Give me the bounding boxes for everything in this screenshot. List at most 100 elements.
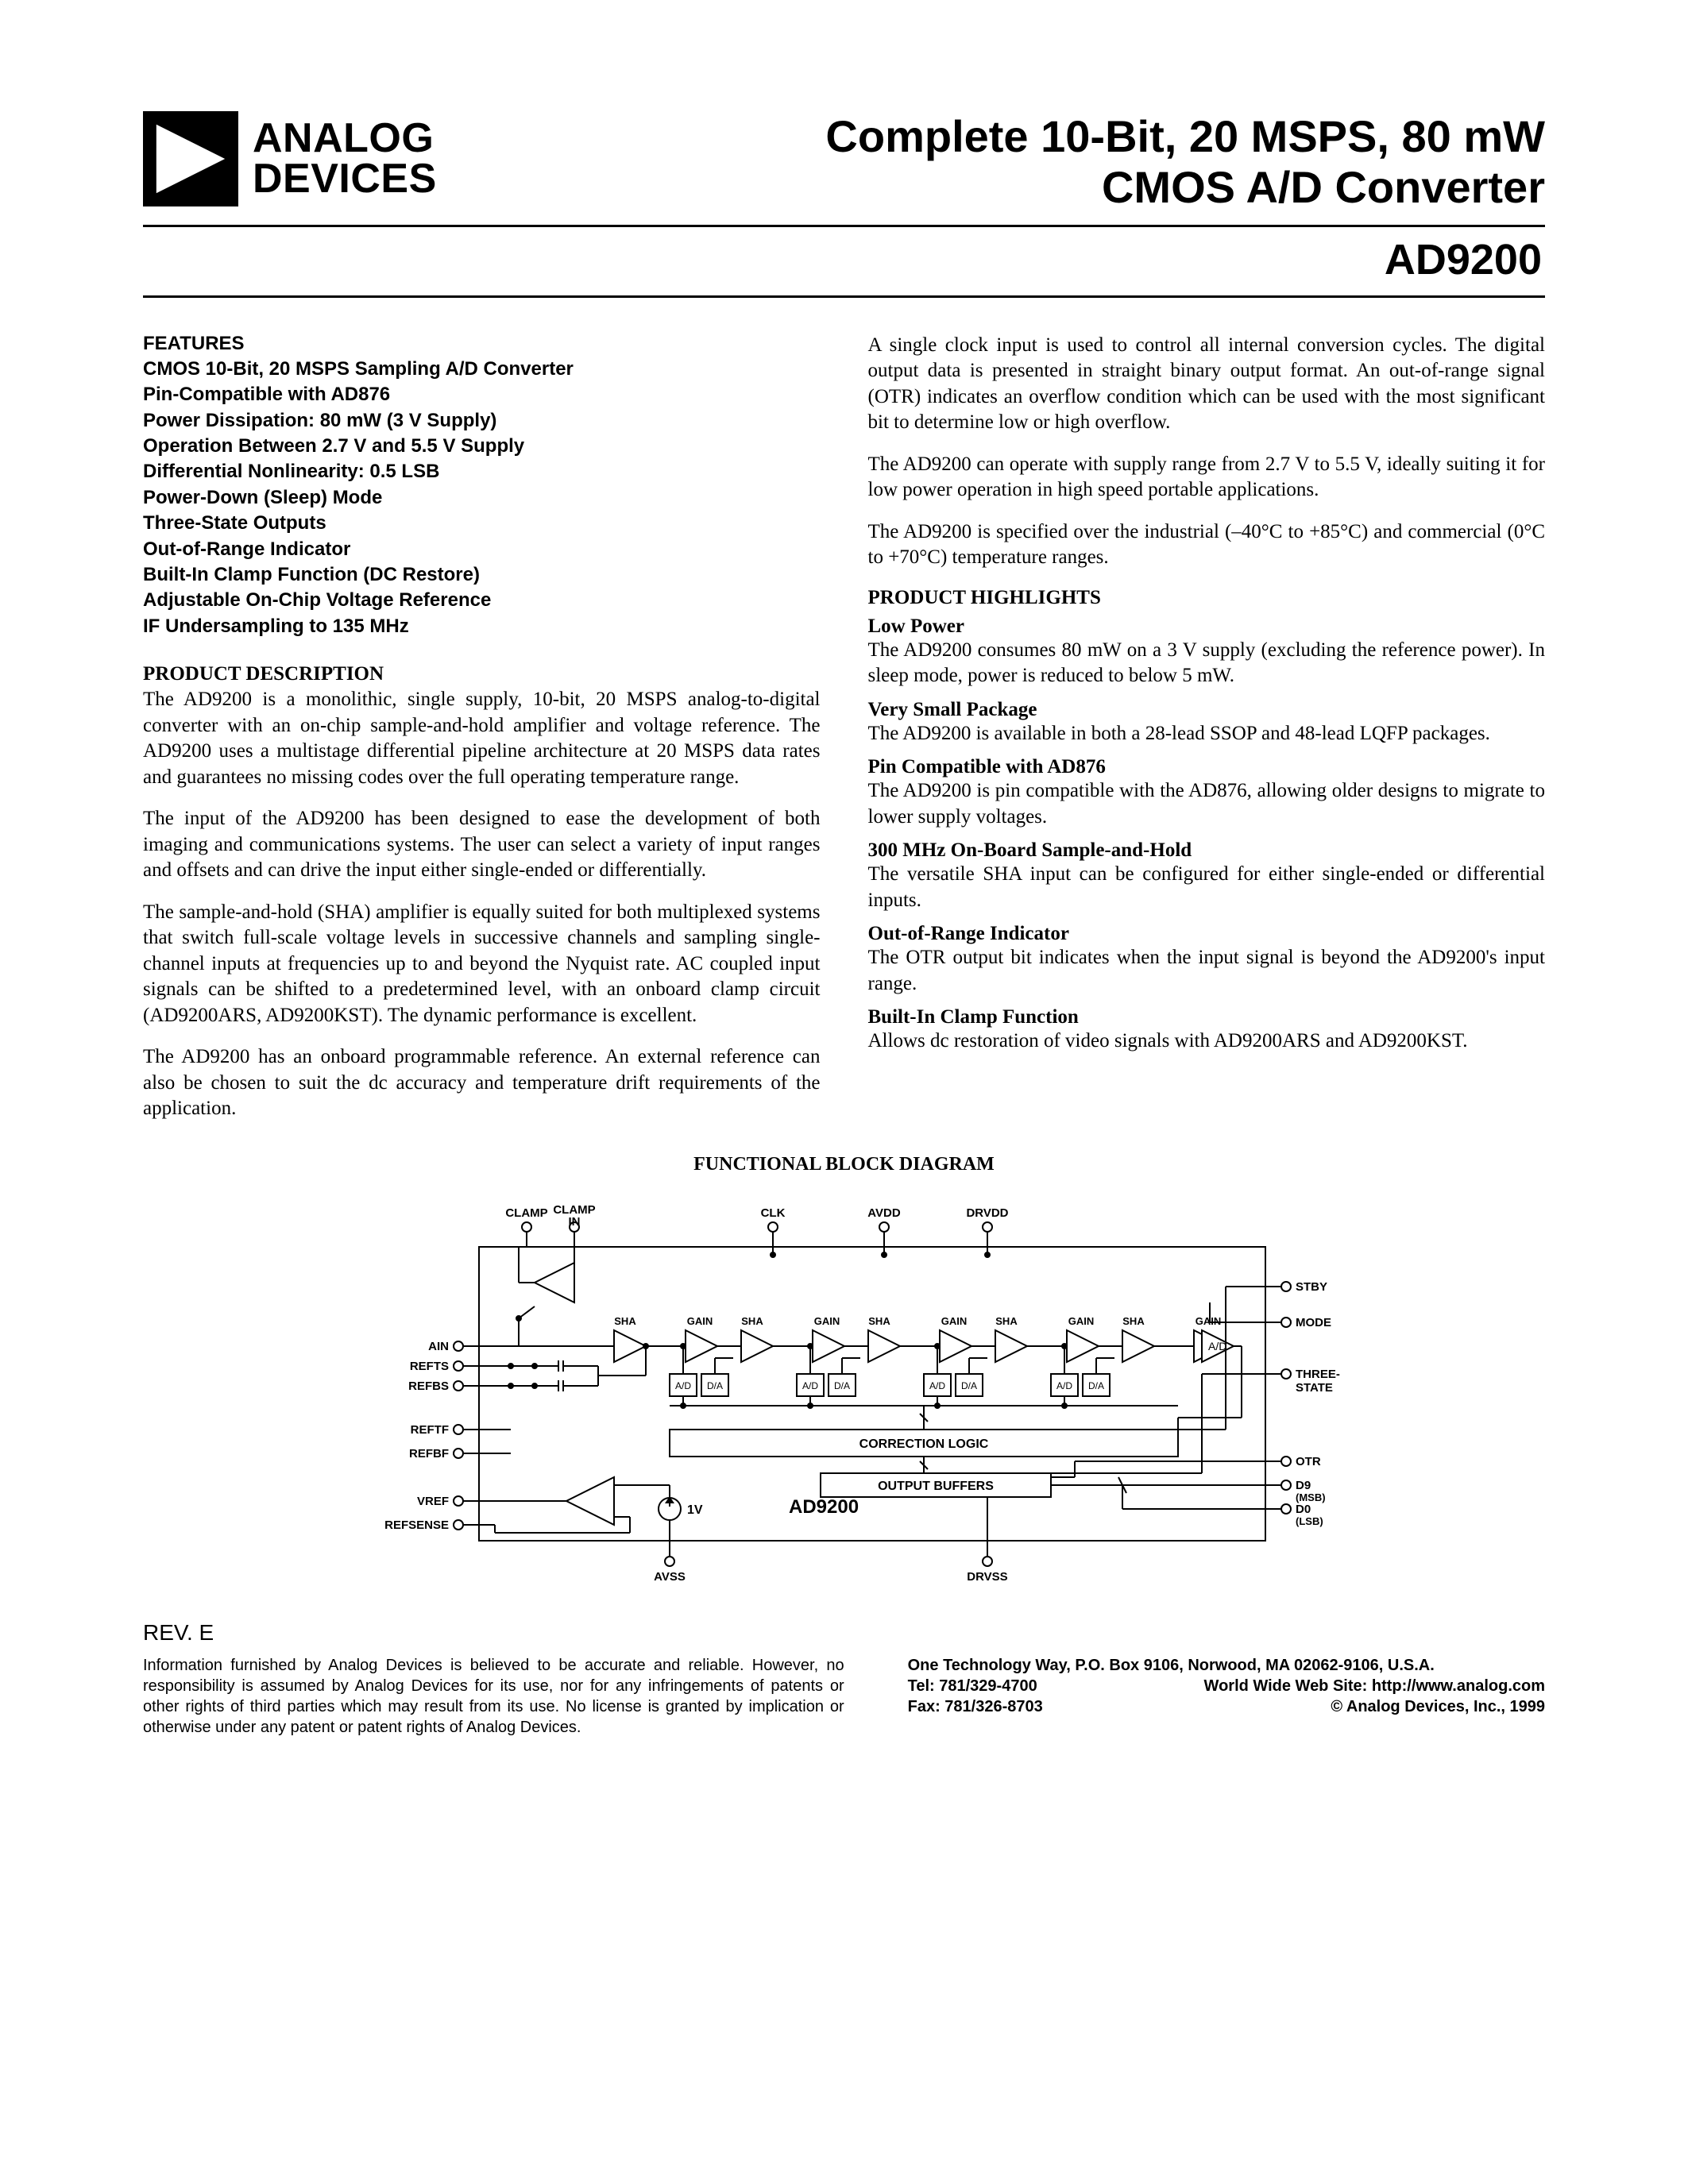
svg-text:CLAMP: CLAMP	[505, 1206, 547, 1220]
svg-text:IN: IN	[568, 1215, 580, 1229]
desc-p4: The AD9200 has an onboard programmable r…	[143, 1044, 821, 1122]
feature-item: Out-of-Range Indicator	[143, 537, 821, 562]
left-column: FEATURES CMOS 10-Bit, 20 MSPS Sampling A…	[143, 333, 821, 1138]
hl-body: The AD9200 is available in both a 28-lea…	[868, 721, 1546, 747]
logo-line2: DEVICES	[253, 159, 437, 199]
feature-item: Differential Nonlinearity: 0.5 LSB	[143, 459, 821, 484]
hl-sub: Built-In Clamp Function	[868, 1006, 1546, 1028]
features-list: CMOS 10-Bit, 20 MSPS Sampling A/D Conver…	[143, 357, 821, 639]
svg-text:GAIN: GAIN	[1068, 1315, 1094, 1327]
svg-text:REFBS: REFBS	[408, 1379, 449, 1393]
svg-text:D/A: D/A	[960, 1380, 976, 1391]
ad-label: A/D	[1208, 1340, 1226, 1352]
title-block: Complete 10-Bit, 20 MSPS, 80 mW CMOS A/D…	[825, 111, 1545, 214]
highlights-heading: PRODUCT HIGHLIGHTS	[868, 587, 1546, 609]
title-line1: Complete 10-Bit, 20 MSPS, 80 mW	[825, 111, 1545, 162]
svg-text:A/D: A/D	[929, 1380, 944, 1391]
svg-text:THREE-: THREE-	[1296, 1368, 1340, 1381]
svg-text:DRVSS: DRVSS	[967, 1570, 1007, 1584]
hl-sub: 300 MHz On-Board Sample-and-Hold	[868, 839, 1546, 862]
desc-p2: The input of the AD9200 has been designe…	[143, 806, 821, 884]
svg-text:DRVDD: DRVDD	[966, 1206, 1008, 1220]
svg-text:AVSS: AVSS	[654, 1570, 686, 1584]
svg-text:GAIN: GAIN	[813, 1315, 840, 1327]
addr: One Technology Way, P.O. Box 9106, Norwo…	[908, 1657, 1435, 1674]
desc-p1: The AD9200 is a monolithic, single suppl…	[143, 687, 821, 790]
footer: Information furnished by Analog Devices …	[143, 1655, 1545, 1738]
svg-text:SHA: SHA	[995, 1315, 1018, 1327]
web: World Wide Web Site: http://www.analog.c…	[1204, 1676, 1545, 1696]
outbuf-label: OUTPUT BUFFERS	[878, 1480, 994, 1493]
svg-text:D0: D0	[1296, 1503, 1311, 1516]
right-column: A single clock input is used to control …	[868, 333, 1546, 1138]
svg-text:D/A: D/A	[833, 1380, 849, 1391]
feature-item: Three-State Outputs	[143, 511, 821, 536]
svg-text:SHA: SHA	[1122, 1315, 1145, 1327]
hl-body: The OTR output bit indicates when the in…	[868, 945, 1546, 997]
svg-text:D/A: D/A	[706, 1380, 722, 1391]
svg-text:MODE: MODE	[1296, 1316, 1331, 1329]
svg-text:A/D: A/D	[802, 1380, 817, 1391]
logo-text: ANALOG DEVICES	[253, 118, 437, 199]
contact-block: One Technology Way, P.O. Box 9106, Norwo…	[908, 1655, 1545, 1738]
svg-text:GAIN: GAIN	[941, 1315, 967, 1327]
svg-text:OTR: OTR	[1296, 1455, 1321, 1468]
hl-sub: Pin Compatible with AD876	[868, 756, 1546, 778]
feature-item: Power Dissipation: 80 mW (3 V Supply)	[143, 408, 821, 434]
svg-text:D9: D9	[1296, 1479, 1311, 1492]
hl-sub: Very Small Package	[868, 699, 1546, 721]
svg-text:REFTF: REFTF	[410, 1423, 448, 1437]
svg-text:SHA: SHA	[741, 1315, 763, 1327]
body-columns: FEATURES CMOS 10-Bit, 20 MSPS Sampling A…	[143, 333, 1545, 1138]
svg-text:CLK: CLK	[760, 1206, 785, 1220]
svg-text:AVDD: AVDD	[867, 1206, 901, 1220]
correction-label: CORRECTION LOGIC	[859, 1437, 988, 1451]
title-line2: CMOS A/D Converter	[825, 162, 1545, 213]
logo-line1: ANALOG	[253, 118, 437, 159]
svg-text:GAIN: GAIN	[1195, 1315, 1221, 1327]
hl-sub: Out-of-Range Indicator	[868, 923, 1546, 945]
diagram-partname: AD9200	[789, 1496, 859, 1518]
feature-item: Operation Between 2.7 V and 5.5 V Supply	[143, 434, 821, 459]
copyright: © Analog Devices, Inc., 1999	[1331, 1696, 1545, 1717]
logo-block: ANALOG DEVICES	[143, 111, 437, 206]
svg-text:REFSENSE: REFSENSE	[384, 1518, 449, 1532]
feature-item: Pin-Compatible with AD876	[143, 382, 821, 407]
adi-logo-icon	[143, 111, 238, 206]
svg-text:STBY: STBY	[1296, 1280, 1327, 1294]
block-diagram: CLAMPCLAMPINCLKAVDDDRVDD AINREFTSREFBSRE…	[143, 1191, 1545, 1604]
header: ANALOG DEVICES Complete 10-Bit, 20 MSPS,…	[143, 111, 1545, 214]
fax: Fax: 781/326-8703	[908, 1698, 1043, 1715]
svg-text:(MSB): (MSB)	[1296, 1491, 1326, 1503]
hl-body: The AD9200 consumes 80 mW on a 3 V suppl…	[868, 638, 1546, 689]
svg-text:GAIN: GAIN	[686, 1315, 713, 1327]
right-p3: The AD9200 is specified over the industr…	[868, 519, 1546, 571]
right-p2: The AD9200 can operate with supply range…	[868, 452, 1546, 504]
svg-text:A/D: A/D	[674, 1380, 690, 1391]
svg-text:VREF: VREF	[416, 1495, 448, 1508]
hl-sub: Low Power	[868, 615, 1546, 638]
part-number: AD9200	[143, 235, 1545, 284]
feature-item: Built-In Clamp Function (DC Restore)	[143, 562, 821, 588]
partno-bar: AD9200	[143, 225, 1545, 298]
right-p1: A single clock input is used to control …	[868, 333, 1546, 436]
svg-text:(LSB): (LSB)	[1296, 1515, 1323, 1527]
svg-text:REFTS: REFTS	[409, 1360, 448, 1373]
tel: Tel: 781/329-4700	[908, 1677, 1037, 1695]
one-v: 1V	[687, 1503, 703, 1517]
svg-text:D/A: D/A	[1087, 1380, 1103, 1391]
disclaimer: Information furnished by Analog Devices …	[143, 1655, 844, 1738]
svg-text:A/D: A/D	[1056, 1380, 1072, 1391]
feature-item: CMOS 10-Bit, 20 MSPS Sampling A/D Conver…	[143, 357, 821, 382]
hl-body: Allows dc restoration of video signals w…	[868, 1028, 1546, 1055]
svg-text:REFBF: REFBF	[409, 1447, 449, 1461]
features-heading: FEATURES	[143, 333, 821, 355]
hl-body: The AD9200 is pin compatible with the AD…	[868, 778, 1546, 830]
svg-text:AIN: AIN	[428, 1340, 449, 1353]
svg-text:SHA: SHA	[868, 1315, 890, 1327]
svg-text:STATE: STATE	[1296, 1381, 1333, 1395]
feature-item: Adjustable On-Chip Voltage Reference	[143, 588, 821, 613]
feature-item: Power-Down (Sleep) Mode	[143, 485, 821, 511]
desc-p3: The sample-and-hold (SHA) amplifier is e…	[143, 900, 821, 1029]
svg-text:SHA: SHA	[614, 1315, 636, 1327]
